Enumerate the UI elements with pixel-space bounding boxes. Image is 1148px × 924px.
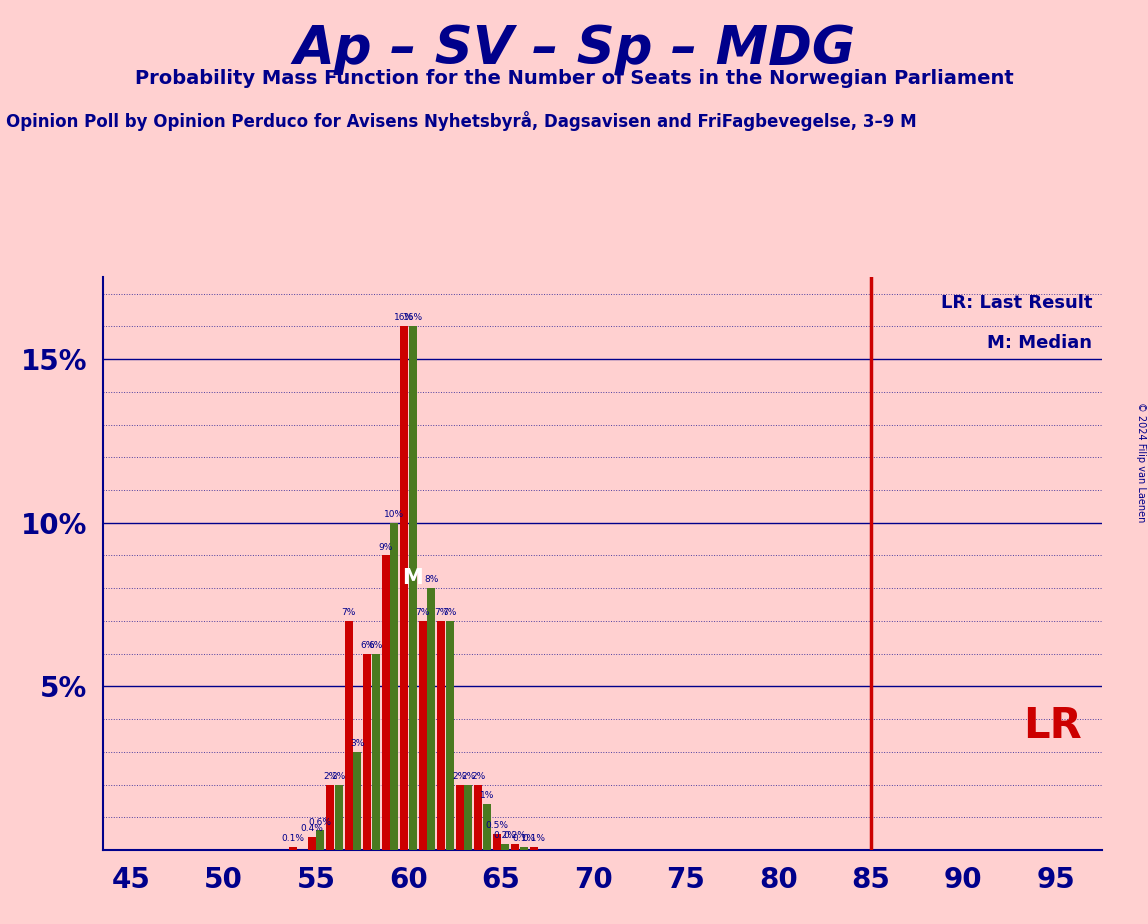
Bar	[382, 555, 389, 850]
Text: 2%: 2%	[332, 772, 346, 781]
Text: 0.4%: 0.4%	[301, 824, 324, 833]
Bar	[520, 846, 528, 850]
Bar	[483, 804, 490, 850]
Text: 0.1%: 0.1%	[281, 833, 304, 843]
Text: 8%: 8%	[424, 576, 439, 584]
Bar	[456, 784, 464, 850]
Text: 16%: 16%	[394, 313, 414, 322]
Bar	[530, 846, 537, 850]
Bar	[474, 784, 482, 850]
Bar	[419, 621, 427, 850]
Bar	[401, 326, 409, 850]
Text: 0.1%: 0.1%	[512, 833, 535, 843]
Text: 16%: 16%	[403, 313, 422, 322]
Text: LR: LR	[1023, 705, 1083, 747]
Text: 0.1%: 0.1%	[522, 833, 545, 843]
Bar	[409, 326, 417, 850]
Bar	[502, 844, 509, 850]
Text: M: Median: M: Median	[987, 334, 1092, 352]
Text: 1%: 1%	[480, 791, 494, 800]
Bar	[492, 833, 501, 850]
Bar	[445, 621, 453, 850]
Text: Ap – SV – Sp – MDG: Ap – SV – Sp – MDG	[293, 23, 855, 75]
Text: 7%: 7%	[416, 608, 429, 617]
Text: 2%: 2%	[461, 772, 475, 781]
Text: LR: Last Result: LR: Last Result	[940, 295, 1092, 312]
Text: 2%: 2%	[471, 772, 486, 781]
Text: 7%: 7%	[342, 608, 356, 617]
Text: 6%: 6%	[360, 640, 374, 650]
Text: 6%: 6%	[369, 640, 383, 650]
Text: 9%: 9%	[379, 542, 393, 552]
Text: © 2024 Filip van Laenen: © 2024 Filip van Laenen	[1135, 402, 1146, 522]
Text: 10%: 10%	[385, 510, 404, 518]
Bar	[308, 837, 316, 850]
Text: 0.6%: 0.6%	[309, 818, 332, 826]
Text: Opinion Poll by Opinion Perduco for Avisens Nyhetsbyrå, Dagsavisen and FriFagbev: Opinion Poll by Opinion Perduco for Avis…	[6, 111, 916, 131]
Text: 7%: 7%	[443, 608, 457, 617]
Text: 3%: 3%	[350, 739, 364, 748]
Bar	[354, 752, 362, 850]
Bar	[344, 621, 352, 850]
Bar	[511, 844, 519, 850]
Bar	[364, 653, 371, 850]
Bar	[464, 784, 472, 850]
Text: 0.2%: 0.2%	[494, 831, 517, 840]
Text: M: M	[403, 567, 424, 588]
Text: 0.5%: 0.5%	[486, 821, 509, 830]
Text: 7%: 7%	[434, 608, 449, 617]
Text: 2%: 2%	[323, 772, 338, 781]
Bar	[317, 831, 324, 850]
Text: Probability Mass Function for the Number of Seats in the Norwegian Parliament: Probability Mass Function for the Number…	[134, 69, 1014, 89]
Bar	[427, 589, 435, 850]
Bar	[289, 846, 297, 850]
Text: 2%: 2%	[452, 772, 467, 781]
Bar	[437, 621, 445, 850]
Bar	[326, 784, 334, 850]
Bar	[372, 653, 380, 850]
Text: 0.2%: 0.2%	[504, 831, 527, 840]
Bar	[390, 523, 398, 850]
Bar	[335, 784, 342, 850]
